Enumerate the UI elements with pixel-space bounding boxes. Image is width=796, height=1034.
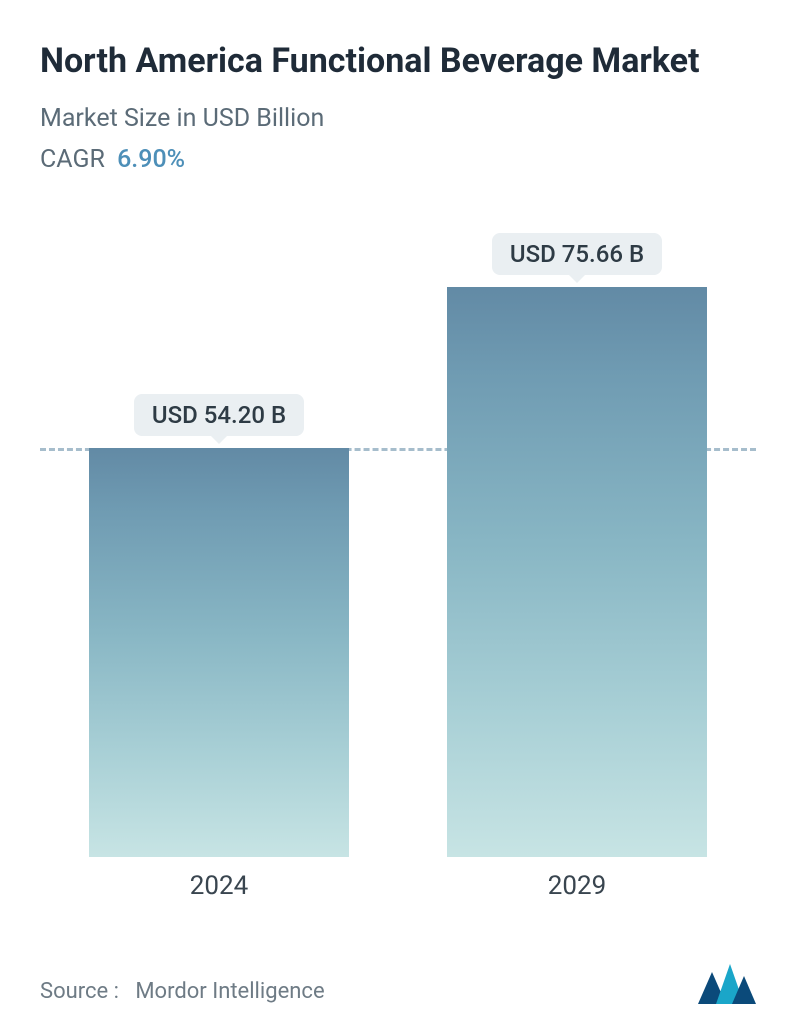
bar-group: USD 54.20 B (79, 394, 359, 856)
chart-title: North America Functional Beverage Market (40, 40, 756, 83)
source-name: Mordor Intelligence (135, 979, 324, 1004)
bar (89, 448, 349, 856)
chart-footer: Source : Mordor Intelligence (40, 964, 756, 1004)
bar-group: USD 75.66 B (437, 233, 717, 857)
cagr-value: 6.90% (117, 145, 185, 174)
x-axis-label: 2024 (79, 871, 359, 901)
bars-container: USD 54.20 B USD 75.66 B (40, 217, 756, 857)
x-axis-labels: 2024 2029 (40, 871, 756, 901)
chart-plot: USD 54.20 B USD 75.66 B (40, 217, 756, 857)
source-attribution: Source : Mordor Intelligence (40, 979, 325, 1004)
bar-value-label: USD 75.66 B (492, 233, 662, 275)
cagr-label: CAGR (40, 145, 105, 174)
chart-subtitle: Market Size in USD Billion (40, 101, 756, 136)
bar-value-label: USD 54.20 B (134, 394, 304, 436)
x-axis-label: 2029 (437, 871, 717, 901)
mordor-logo-icon (698, 964, 756, 1004)
bar (447, 287, 707, 857)
source-label: Source : (40, 979, 119, 1004)
cagr-line: CAGR 6.90% (40, 142, 756, 177)
chart-area: USD 54.20 B USD 75.66 B 2024 2029 (40, 217, 756, 915)
